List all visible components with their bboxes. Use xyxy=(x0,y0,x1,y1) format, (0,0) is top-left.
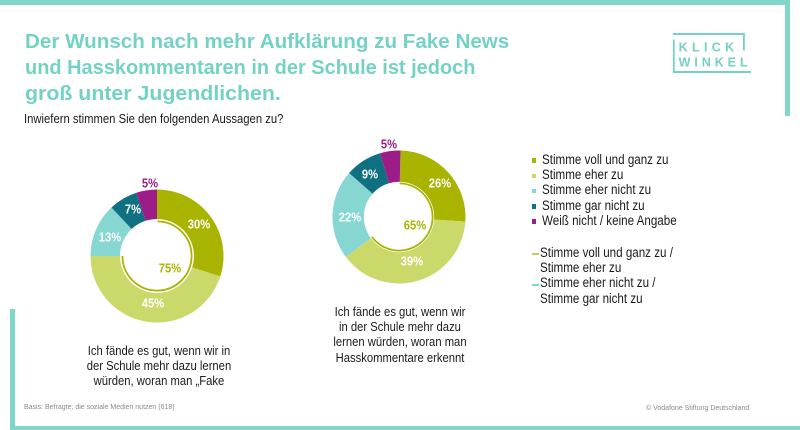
svg-text:KLICK: KLICK xyxy=(679,40,735,54)
svg-text:WINKEL: WINKEL xyxy=(679,55,748,69)
